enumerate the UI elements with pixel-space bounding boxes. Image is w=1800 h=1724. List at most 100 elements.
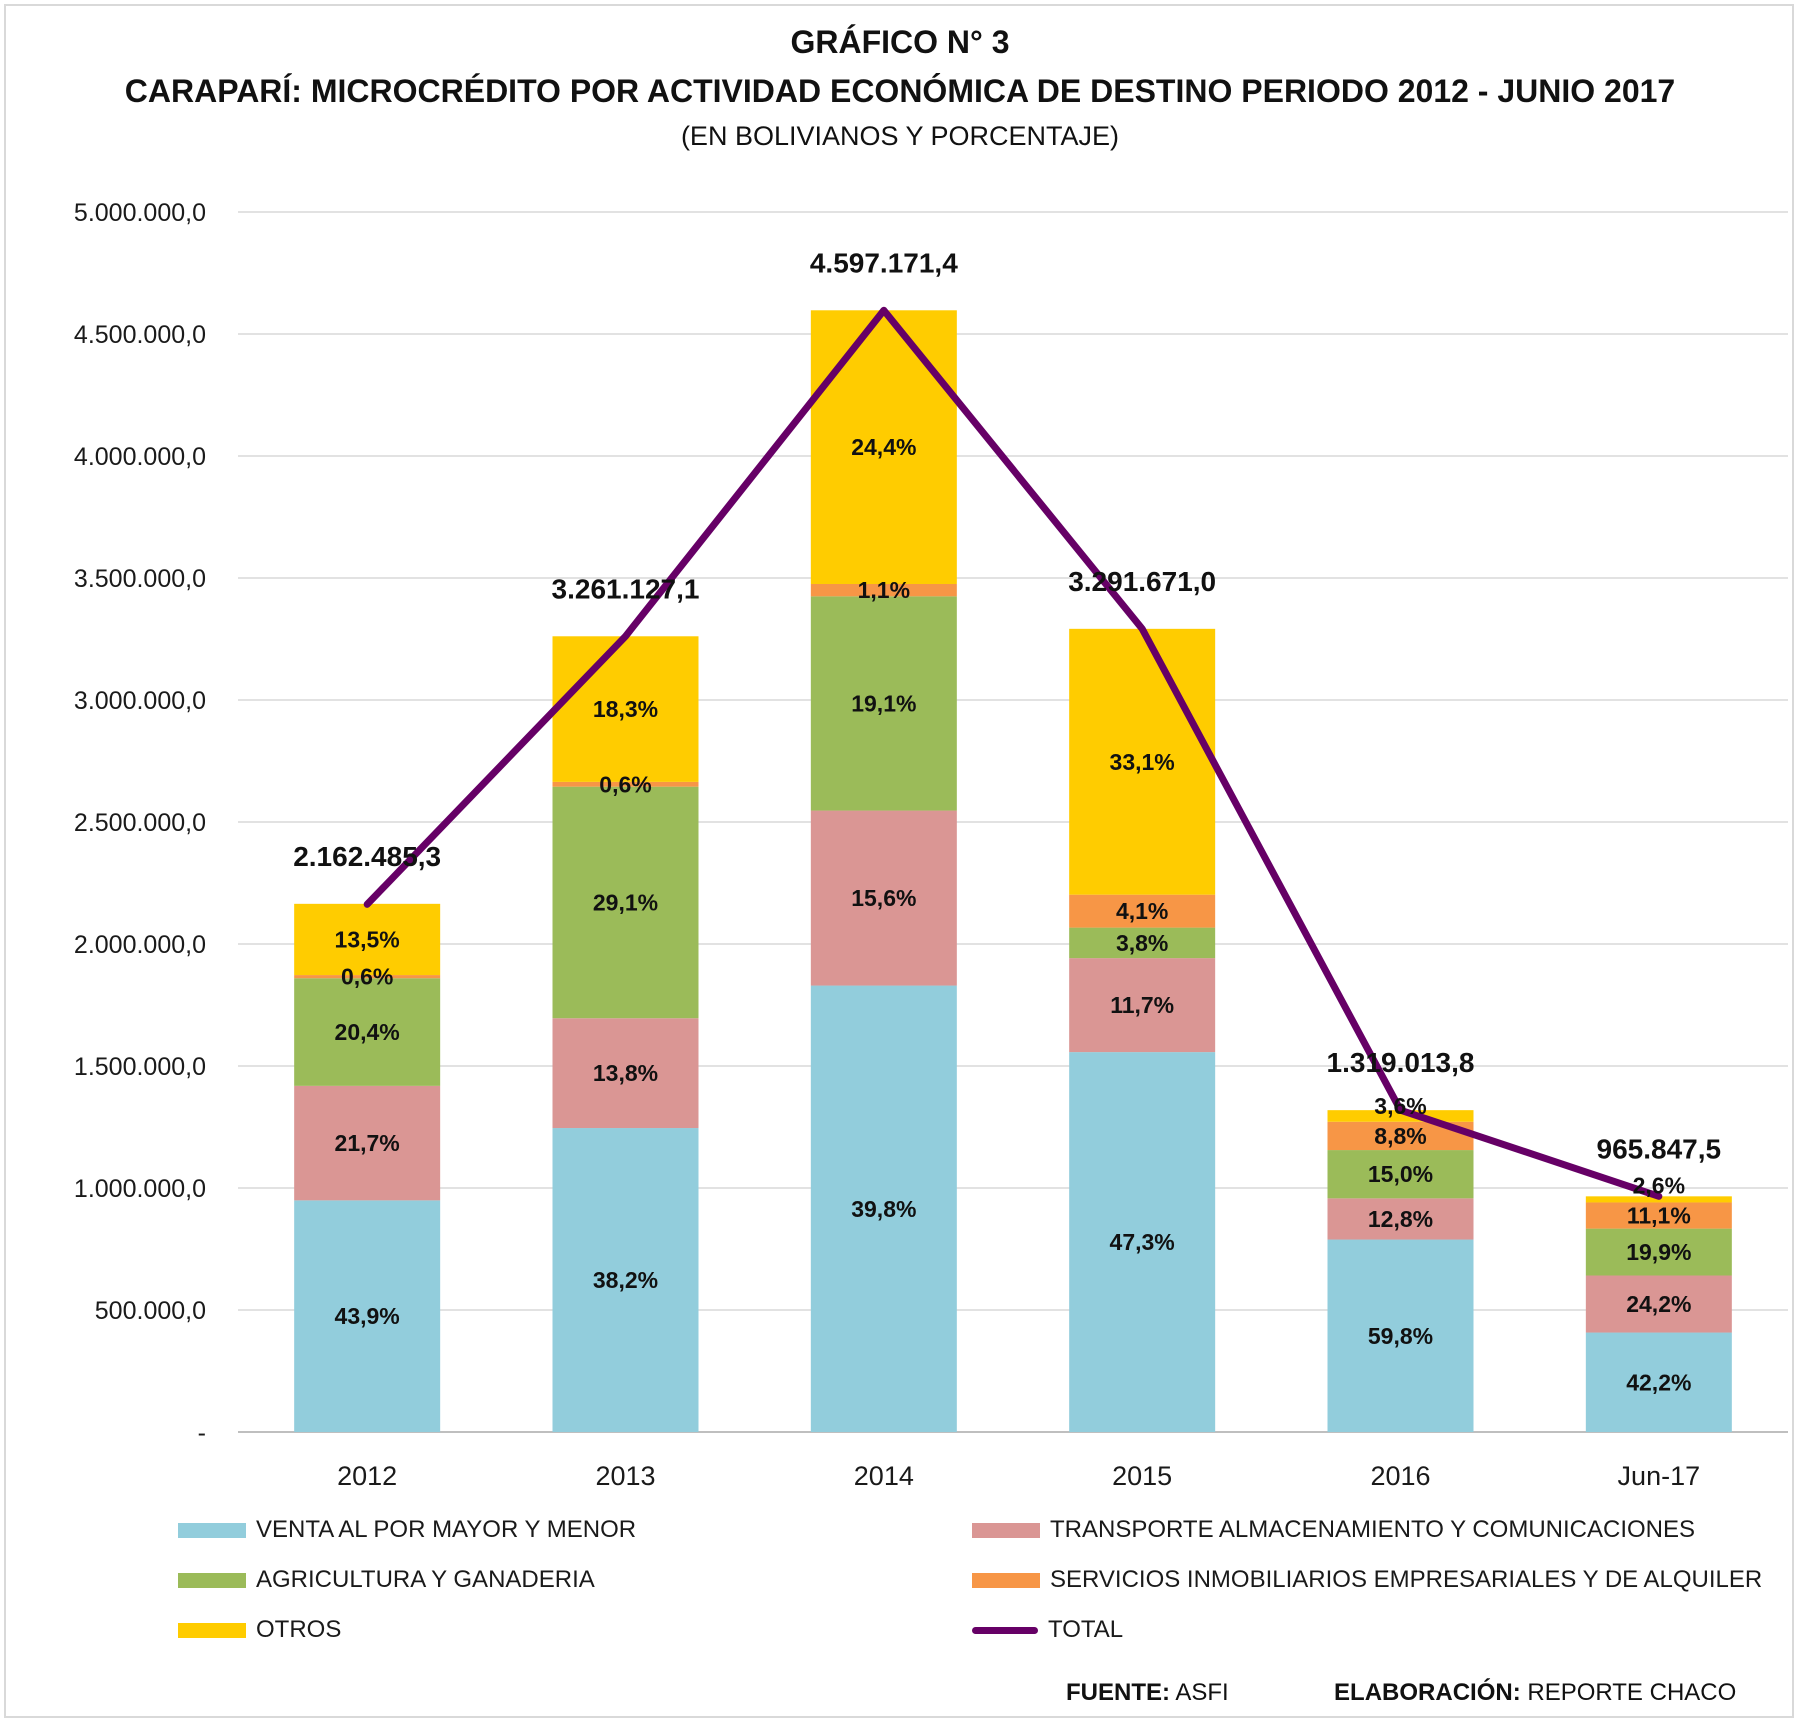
segment-percent-label: 24,2% bbox=[1626, 1291, 1691, 1317]
segment-percent-label: 0,6% bbox=[341, 964, 393, 990]
legend-swatch-venta bbox=[178, 1522, 246, 1538]
y-tick-label: 2.000.000,0 bbox=[74, 931, 206, 959]
bar-segment bbox=[552, 636, 699, 782]
bar-segment bbox=[810, 583, 957, 597]
bar-segment bbox=[1069, 894, 1216, 928]
segment-percent-label: 47,3% bbox=[1110, 1229, 1175, 1255]
x-tick-label: Jun-17 bbox=[1618, 1461, 1701, 1491]
segment-percent-label: 3,6% bbox=[1374, 1093, 1426, 1119]
segment-percent-label: 2,6% bbox=[1633, 1173, 1685, 1199]
y-tick-label: 3.000.000,0 bbox=[74, 687, 206, 715]
bar-segment bbox=[552, 1128, 699, 1432]
legend-swatch-agricultura bbox=[178, 1572, 246, 1588]
segment-percent-label: 1,1% bbox=[858, 577, 910, 603]
total-point bbox=[366, 903, 368, 905]
total-point bbox=[883, 309, 885, 311]
x-tick-label: 2013 bbox=[595, 1461, 655, 1491]
bar-segment bbox=[294, 1085, 441, 1201]
author-value: REPORTE CHACO bbox=[1527, 1679, 1737, 1706]
source-footer: FUENTE: ASFI ELABORACIÓN: REPORTE CHACO bbox=[1066, 1679, 1736, 1707]
segment-percent-label: 39,8% bbox=[851, 1196, 916, 1222]
y-tick-label: 1.500.000,0 bbox=[74, 1053, 206, 1081]
chart-subtitle: CARAPARÍ: MICROCRÉDITO POR ACTIVIDAD ECO… bbox=[124, 73, 1676, 109]
segment-percent-label: 38,2% bbox=[593, 1267, 658, 1293]
x-tick-label: 2014 bbox=[854, 1461, 914, 1491]
y-tick-label: 1.000.000,0 bbox=[74, 1175, 206, 1203]
bar-segment bbox=[294, 975, 441, 979]
segment-percent-label: 33,1% bbox=[1110, 749, 1175, 775]
source-label: FUENTE: bbox=[1066, 1679, 1170, 1706]
chart-units-note: (EN BOLIVIANOS Y PORCENTAJE) bbox=[680, 121, 1120, 151]
legend-item-otros: OTROS bbox=[178, 1615, 341, 1645]
total-point bbox=[1400, 1109, 1401, 1111]
legend-label-total: TOTAL bbox=[1048, 1616, 1124, 1643]
legend-swatch-transporte bbox=[972, 1522, 1040, 1538]
total-point bbox=[1658, 1195, 1660, 1197]
segment-percent-label: 13,8% bbox=[593, 1060, 658, 1086]
bar-segment bbox=[810, 310, 957, 584]
x-tick-label: 2015 bbox=[1112, 1461, 1172, 1491]
legend-label-venta: VENTA AL POR MAYOR Y MENOR bbox=[256, 1516, 637, 1543]
segment-percent-label: 20,4% bbox=[335, 1019, 400, 1045]
bar-segment bbox=[294, 1200, 441, 1432]
bar-segment bbox=[1069, 958, 1216, 1053]
total-value-label: 3.261.127,1 bbox=[552, 573, 700, 604]
bar-segment bbox=[1069, 1052, 1216, 1432]
bar-segment bbox=[1327, 1239, 1474, 1432]
legend-line-total bbox=[972, 1626, 1038, 1634]
segment-percent-label: 24,4% bbox=[851, 434, 916, 460]
segment-percent-label: 59,8% bbox=[1368, 1323, 1433, 1349]
segment-percent-label: 12,8% bbox=[1368, 1206, 1433, 1232]
bar-segment bbox=[810, 810, 957, 986]
legend-label-transporte: TRANSPORTE ALMACENAMIENTO Y COMUNICACION… bbox=[1050, 1516, 1696, 1543]
bar-segment bbox=[294, 978, 441, 1086]
bar-segment bbox=[1327, 1150, 1474, 1199]
bar-segment bbox=[1069, 927, 1216, 959]
bar-segment bbox=[552, 781, 699, 787]
author-label: ELABORACIÓN: bbox=[1334, 1679, 1521, 1706]
bar-segment bbox=[1327, 1198, 1474, 1240]
segment-percent-label: 15,6% bbox=[851, 885, 916, 911]
legend-label-servicios: SERVICIOS INMOBILIARIOS EMPRESARIALES Y … bbox=[1050, 1566, 1763, 1593]
bar-segment bbox=[552, 786, 699, 1019]
bar-segment bbox=[552, 1018, 699, 1129]
bar-segment bbox=[294, 903, 441, 976]
bar-segment bbox=[810, 596, 957, 811]
x-tick-label: 2012 bbox=[337, 1461, 397, 1491]
source-value: ASFI bbox=[1175, 1679, 1229, 1706]
segment-percent-label: 0,6% bbox=[599, 771, 651, 797]
chart-title: GRÁFICO N° 3 bbox=[790, 24, 1010, 60]
segment-percent-label: 11,1% bbox=[1627, 1203, 1691, 1229]
legend-swatch-servicios bbox=[972, 1572, 1040, 1588]
total-value-label: 1.319.013,8 bbox=[1327, 1047, 1475, 1078]
total-value-label: 2.162.485,3 bbox=[293, 841, 441, 872]
bar-segment bbox=[810, 985, 957, 1432]
segment-percent-label: 42,2% bbox=[1626, 1369, 1691, 1395]
segment-percent-label: 15,0% bbox=[1368, 1161, 1433, 1187]
y-tick-label: 3.500.000,0 bbox=[74, 565, 206, 593]
bar-segment bbox=[1069, 628, 1216, 895]
segment-percent-label: 43,9% bbox=[335, 1303, 400, 1329]
total-value-label: 965.847,5 bbox=[1597, 1133, 1722, 1164]
y-tick-label: 2.500.000,0 bbox=[74, 809, 206, 837]
legend-item-servicios: SERVICIOS INMOBILIARIOS EMPRESARIALES Y … bbox=[972, 1565, 1762, 1595]
segment-percent-label: 18,3% bbox=[593, 696, 658, 722]
legend-swatch-otros bbox=[178, 1622, 246, 1638]
bar-segment bbox=[1585, 1275, 1732, 1333]
segment-percent-label: 3,8% bbox=[1116, 930, 1168, 956]
total-point bbox=[625, 635, 626, 637]
bar-segment bbox=[1585, 1332, 1732, 1432]
segment-percent-label: 8,8% bbox=[1374, 1123, 1426, 1149]
y-tick-label: 4.000.000,0 bbox=[74, 443, 206, 471]
segment-percent-label: 19,9% bbox=[1626, 1239, 1691, 1265]
legend-item-agricultura: AGRICULTURA Y GANADERIA bbox=[178, 1565, 595, 1595]
total-point bbox=[1141, 628, 1143, 630]
segment-percent-label: 4,1% bbox=[1116, 898, 1168, 924]
legend-item-transporte: TRANSPORTE ALMACENAMIENTO Y COMUNICACION… bbox=[972, 1515, 1695, 1545]
x-tick-label: 2016 bbox=[1370, 1461, 1430, 1491]
y-tick-label: 4.500.000,0 bbox=[74, 321, 206, 349]
total-line bbox=[363, 306, 1663, 1200]
segment-percent-label: 19,1% bbox=[851, 690, 916, 716]
bar-segment bbox=[1327, 1110, 1474, 1122]
